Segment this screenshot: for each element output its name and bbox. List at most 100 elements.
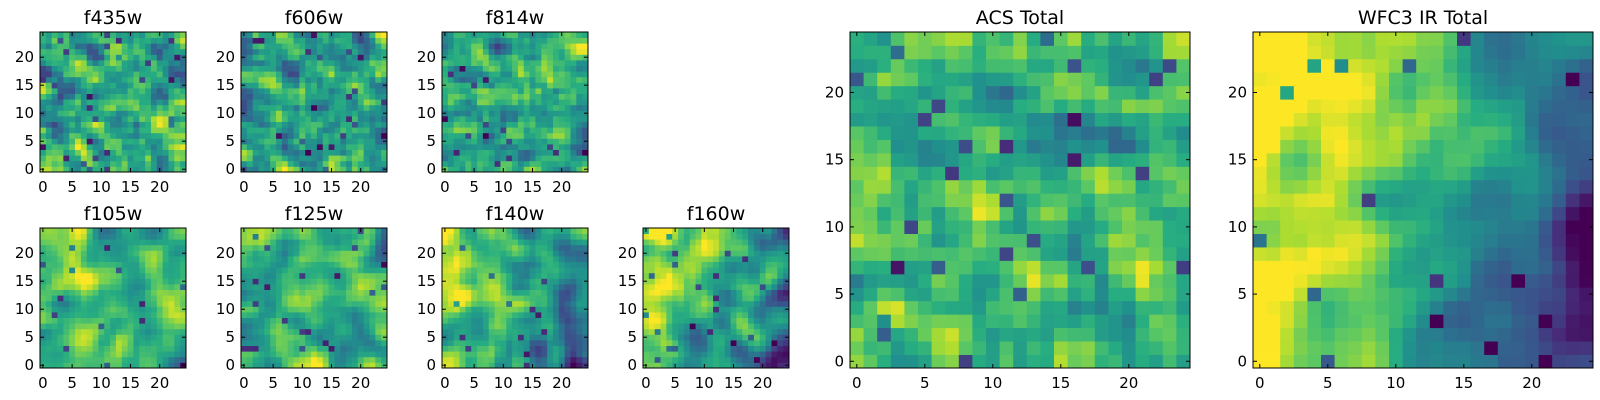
heatmap-cell xyxy=(564,228,571,234)
heatmap-cell xyxy=(305,149,312,156)
heatmap-cell xyxy=(145,233,152,240)
heatmap-cell xyxy=(63,110,70,117)
heatmap-cell xyxy=(724,250,731,257)
heatmap-cell xyxy=(80,340,88,346)
heatmap-cell xyxy=(494,166,501,173)
heatmap-cell xyxy=(145,160,152,167)
heatmap-cell xyxy=(246,228,254,234)
heatmap-cell xyxy=(523,340,530,346)
heatmap-cell xyxy=(771,340,778,346)
heatmap-cell xyxy=(660,256,667,262)
heatmap-cell xyxy=(488,71,495,78)
heatmap-cell xyxy=(75,272,82,279)
heatmap-cell xyxy=(506,127,513,134)
heatmap-cell xyxy=(666,312,673,318)
heatmap-cell xyxy=(654,272,661,279)
heatmap-cell xyxy=(945,287,960,302)
x-tick-label: 10 xyxy=(92,374,111,392)
heatmap-cell xyxy=(506,54,513,61)
heatmap-cell xyxy=(293,110,300,117)
heatmap-cell xyxy=(506,37,513,44)
heatmap-cell xyxy=(241,160,248,167)
heatmap-cell xyxy=(447,362,455,369)
heatmap-cell xyxy=(759,340,767,346)
heatmap-cell xyxy=(69,121,76,128)
heatmap-cell xyxy=(459,76,466,83)
heatmap-cell xyxy=(558,267,566,274)
heatmap-cell xyxy=(139,233,146,240)
heatmap-cell xyxy=(246,166,254,173)
heatmap-cell xyxy=(541,334,548,341)
heatmap-cell xyxy=(145,228,152,234)
heatmap-cell xyxy=(523,278,530,285)
heatmap-cell xyxy=(877,300,892,315)
heatmap-cell xyxy=(689,312,696,318)
heatmap-cell xyxy=(311,345,318,352)
heatmap-cell xyxy=(156,104,164,111)
heatmap-cell xyxy=(127,306,134,313)
heatmap-cell xyxy=(340,32,347,38)
heatmap-cell xyxy=(121,99,128,106)
heatmap-cell xyxy=(86,356,93,363)
heatmap-cell xyxy=(558,104,566,111)
heatmap-cell xyxy=(156,306,164,313)
heatmap-cell xyxy=(753,295,761,302)
heatmap-cell xyxy=(576,233,583,240)
heatmap-cell xyxy=(643,312,650,318)
heatmap-cell xyxy=(512,54,519,61)
heatmap-cell xyxy=(98,88,105,94)
heatmap-cell xyxy=(45,272,53,279)
heatmap-cell xyxy=(375,250,382,257)
heatmap-cell xyxy=(145,250,152,257)
heatmap-cell xyxy=(535,312,542,318)
heatmap-cell xyxy=(180,93,187,100)
heatmap-cell xyxy=(115,244,123,251)
heatmap-cell xyxy=(512,306,519,313)
heatmap-cell xyxy=(576,99,583,106)
heatmap-cell xyxy=(576,295,583,302)
heatmap-cell xyxy=(506,110,513,117)
heatmap-cell xyxy=(1054,247,1068,261)
heatmap-cell xyxy=(51,71,58,78)
heatmap-cell xyxy=(576,116,583,122)
heatmap-cell xyxy=(863,206,878,221)
heatmap-cell xyxy=(246,155,254,162)
heatmap-cell xyxy=(369,104,376,111)
heatmap-cell xyxy=(512,93,519,100)
heatmap-cell xyxy=(488,104,495,111)
heatmap-cell xyxy=(63,138,70,145)
heatmap-cell xyxy=(506,99,513,106)
heatmap-cell xyxy=(86,104,93,111)
heatmap-cell xyxy=(471,272,478,279)
heatmap-cell xyxy=(246,233,254,240)
heatmap-cell xyxy=(494,127,501,134)
heatmap-cell xyxy=(104,60,111,66)
heatmap-cell xyxy=(305,132,312,139)
heatmap-cell xyxy=(576,239,583,246)
heatmap-cell xyxy=(765,289,772,296)
heatmap-cell xyxy=(535,127,542,134)
heatmap-cell xyxy=(707,228,714,234)
heatmap-cell xyxy=(1162,166,1177,181)
heatmap-cell xyxy=(724,351,731,358)
heatmap-cell xyxy=(281,312,289,318)
heatmap-cell xyxy=(494,233,501,240)
heatmap-cell xyxy=(931,166,946,181)
heatmap-cell xyxy=(742,300,749,307)
heatmap-cell xyxy=(730,272,737,279)
heatmap-cell xyxy=(477,317,484,324)
heatmap-cell xyxy=(357,351,365,358)
heatmap-cell xyxy=(523,312,530,318)
heatmap-cell xyxy=(168,48,175,55)
heatmap-cell xyxy=(558,356,566,363)
heatmap-cell xyxy=(127,244,134,251)
heatmap-cell xyxy=(477,99,484,106)
heatmap-cell xyxy=(506,32,513,38)
heatmap-cell xyxy=(1108,327,1123,342)
heatmap-cell xyxy=(523,110,530,117)
heatmap-cell xyxy=(558,323,566,330)
heatmap-cell xyxy=(287,272,294,279)
heatmap-cell xyxy=(689,340,696,346)
heatmap-cell xyxy=(381,32,388,38)
heatmap-cell xyxy=(328,104,335,111)
